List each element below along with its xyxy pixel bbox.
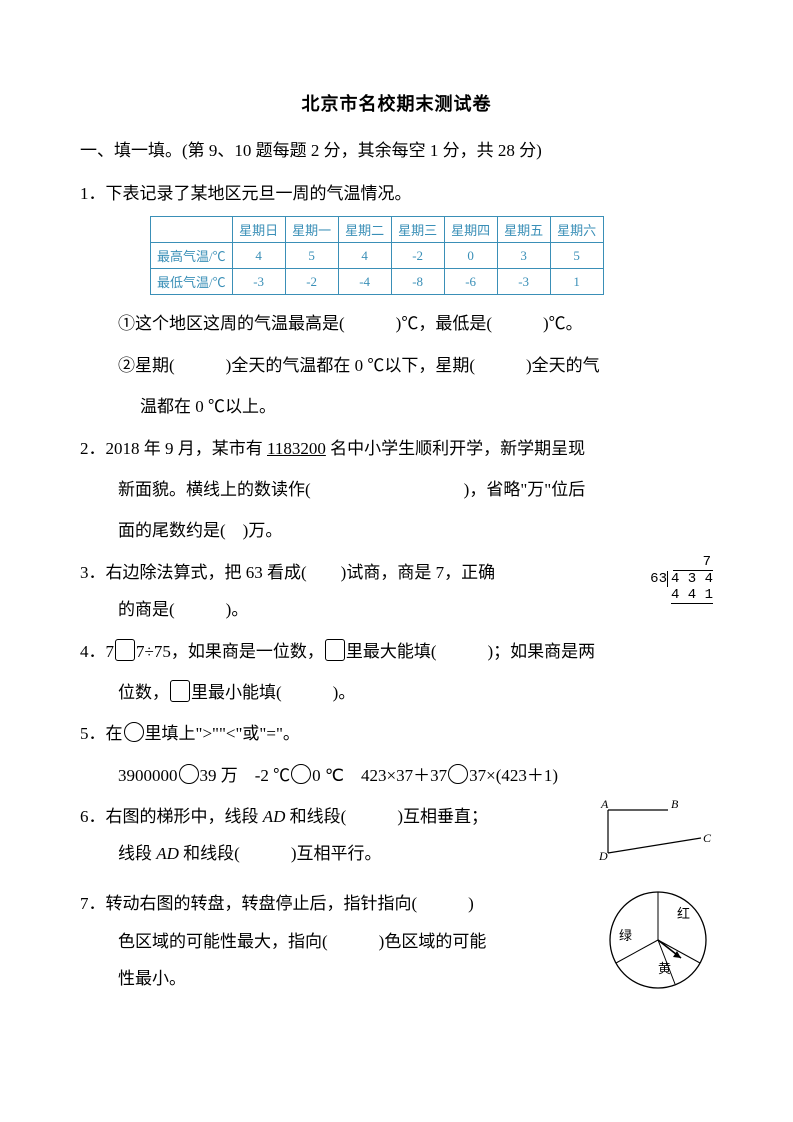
- table-row: 最低气温/℃ -3 -2 -4 -8 -6 -3 1: [151, 269, 604, 295]
- q4-m1: 7÷75，如果商是一位数，: [136, 642, 324, 661]
- long-division-figure: 7 634 3 4 4 4 1: [650, 554, 713, 629]
- box-icon: [170, 680, 190, 702]
- q7-l2: 色区域的可能性最大，指向( )色区域的可能: [80, 923, 603, 960]
- q5-l1b: 里填上">""<"或"="。: [145, 724, 300, 743]
- q6-l1b: 和线段( )互相垂直；: [285, 807, 488, 826]
- q2-l1b: 名中小学生顺利开学，新学期呈现: [326, 439, 585, 458]
- temperature-table: 星期日 星期一 星期二 星期三 星期四 星期五 星期六 最高气温/℃ 4 5 4…: [150, 216, 604, 295]
- seg-AD: AD: [263, 807, 286, 826]
- box-icon: [115, 639, 135, 661]
- col-tue: 星期二: [338, 217, 391, 243]
- q2-l3: 面的尾数约是( )万。: [80, 512, 713, 549]
- question-2: 2．2018 年 9 月，某市有 1183200 名中小学生顺利开学，新学期呈现: [80, 430, 713, 467]
- q5-l1: 5．在: [80, 724, 123, 743]
- col-sat: 星期六: [550, 217, 603, 243]
- question-4: 4．7 7÷75，如果商是一位数， 里最大能填( )；如果商是两: [80, 633, 713, 670]
- q6-l2b: 和线段( )互相平行。: [179, 844, 382, 863]
- q6-l2a: 线段: [118, 844, 156, 863]
- svg-text:D: D: [598, 849, 608, 863]
- q3-l1: 3．右边除法算式，把 63 看成( )试商，商是 7，正确: [80, 554, 650, 591]
- question-5: 5．在 里填上">""<"或"="。: [80, 715, 713, 752]
- svg-text:B: B: [671, 798, 679, 811]
- table-row: 星期日 星期一 星期二 星期三 星期四 星期五 星期六: [151, 217, 604, 243]
- q3-l2: 的商是( )。: [80, 591, 650, 628]
- trapezoid-figure: A B C D: [593, 798, 713, 881]
- circle-icon: [179, 764, 199, 784]
- q5-exprs: 390000039 万 -2 ℃0 ℃ 423×37＋3737×(423＋1): [80, 757, 713, 794]
- circle-icon: [124, 722, 144, 742]
- svg-text:C: C: [703, 831, 712, 845]
- page-title: 北京市名校期末测试卷: [80, 90, 713, 116]
- spinner-figure: 红 绿 黄: [603, 885, 713, 1008]
- seg-AD2: AD: [156, 844, 179, 863]
- q1-sub1: ①这个地区这周的气温最高是( )℃，最低是( )℃。: [80, 305, 713, 342]
- q7-l3: 性最小。: [80, 960, 603, 997]
- col-wed: 星期三: [391, 217, 444, 243]
- circle-icon: [448, 764, 468, 784]
- svg-text:黄: 黄: [658, 961, 671, 976]
- q1-sub2a: ②星期( )全天的气温都在 0 ℃以下，星期( )全天的气: [80, 347, 713, 384]
- q6-l1: 6．右图的梯形中，线段: [80, 807, 263, 826]
- col-sun: 星期日: [232, 217, 285, 243]
- q4-m2: 里最大能填( )；如果商是两: [346, 642, 595, 661]
- q4-pre: 4．7: [80, 642, 114, 661]
- col-mon: 星期一: [285, 217, 338, 243]
- col-fri: 星期五: [497, 217, 550, 243]
- question-6: 6．右图的梯形中，线段 AD 和线段( )互相垂直； 线段 AD 和线段( )互…: [80, 798, 713, 881]
- q2-underline: 1183200: [267, 439, 326, 458]
- svg-text:A: A: [600, 798, 609, 811]
- question-3: 3．右边除法算式，把 63 看成( )试商，商是 7，正确 的商是( )。 7 …: [80, 554, 713, 629]
- q2-l2: 新面貌。横线上的数读作( )，省略"万"位后: [80, 471, 713, 508]
- box-icon: [325, 639, 345, 661]
- row-low-label: 最低气温/℃: [151, 269, 233, 295]
- q4-l2a: 位数，: [118, 683, 169, 702]
- col-thu: 星期四: [444, 217, 497, 243]
- q2-l1a: 2．2018 年 9 月，某市有: [80, 439, 267, 458]
- svg-text:绿: 绿: [619, 928, 632, 943]
- q1-sub2b: 温都在 0 ℃以上。: [80, 388, 713, 425]
- q4-l2b: 里最小能填( )。: [191, 683, 355, 702]
- table-row: 最高气温/℃ 4 5 4 -2 0 3 5: [151, 243, 604, 269]
- circle-icon: [291, 764, 311, 784]
- question-7: 7．转动右图的转盘，转盘停止后，指针指向( ) 色区域的可能性最大，指向( )色…: [80, 885, 713, 1008]
- q4-line2: 位数， 里最小能填( )。: [80, 674, 713, 711]
- svg-text:红: 红: [677, 906, 690, 921]
- q1-stem: 1．下表记录了某地区元旦一周的气温情况。: [80, 184, 412, 203]
- q7-l1: 7．转动右图的转盘，转盘停止后，指针指向( ): [80, 885, 603, 922]
- question-1: 1．下表记录了某地区元旦一周的气温情况。: [80, 175, 713, 212]
- row-high-label: 最高气温/℃: [151, 243, 233, 269]
- section-1-heading: 一、填一填。(第 9、10 题每题 2 分，其余每空 1 分，共 28 分): [80, 136, 713, 161]
